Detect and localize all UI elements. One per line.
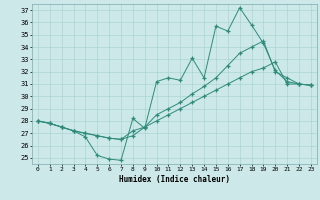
- X-axis label: Humidex (Indice chaleur): Humidex (Indice chaleur): [119, 175, 230, 184]
